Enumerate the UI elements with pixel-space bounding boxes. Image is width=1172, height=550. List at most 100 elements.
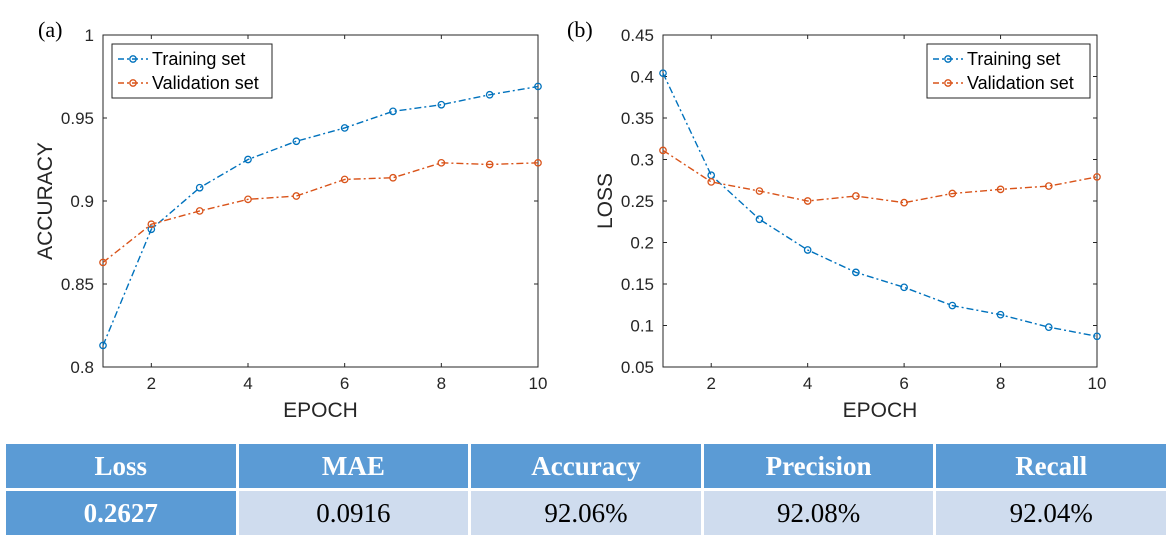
- metrics-table: Loss MAE Accuracy Precision Recall 0.262…: [3, 441, 1169, 538]
- legend-swatch-marker: [944, 79, 952, 87]
- data-point-validation: [707, 178, 716, 186]
- data-point-validation: [803, 197, 812, 205]
- data-point-validation: [99, 258, 107, 267]
- series-line-validation: [102, 162, 539, 263]
- data-point-validation: [948, 189, 957, 198]
- legend-swatch-marker: [944, 55, 952, 63]
- data-point-validation: [389, 173, 397, 182]
- header-recall: Recall: [936, 444, 1166, 488]
- x-tick-label: 6: [340, 374, 349, 393]
- data-point-training: [292, 137, 301, 146]
- value-accuracy: 92.06%: [471, 491, 701, 535]
- data-point-training: [534, 82, 542, 91]
- data-point-training: [485, 90, 494, 99]
- data-point-validation: [147, 220, 156, 229]
- x-axis-title: EPOCH: [283, 399, 358, 422]
- y-tick-label: 0.8: [70, 358, 94, 377]
- legend-swatch-marker: [129, 55, 137, 63]
- data-point-validation: [437, 158, 446, 167]
- chart-panel-a: 2 4 6 8 10 0.8 0.85 0.9 0.95 1 EPOCH ACCURACY (a) Tra…: [34, 17, 547, 422]
- y-tick-label: 0.85: [61, 275, 94, 294]
- data-point-validation: [292, 192, 301, 200]
- y-tick-label: 0.95: [61, 109, 94, 128]
- panel-label: (b): [567, 17, 593, 42]
- data-point-training: [244, 155, 252, 164]
- y-tick-label: 1: [85, 26, 94, 45]
- legend-label-training: Training set: [152, 49, 245, 69]
- x-tick-label: 2: [147, 374, 156, 393]
- data-point-training: [803, 246, 812, 254]
- header-accuracy: Accuracy: [471, 444, 701, 488]
- legend-label-validation: Validation set: [967, 73, 1074, 93]
- header-mae: MAE: [238, 444, 469, 488]
- data-point-training: [195, 183, 204, 192]
- data-point-training: [900, 283, 908, 292]
- data-point-training: [659, 69, 667, 78]
- legend: Training set Validation set: [111, 43, 273, 99]
- data-point-validation: [852, 192, 860, 200]
- value-loss: 0.2627: [6, 491, 236, 535]
- metrics-value-row: 0.2627 0.0916 92.06% 92.08% 92.04%: [6, 491, 1166, 535]
- y-tick-label: 0.4: [630, 68, 654, 87]
- data-point-training: [340, 124, 349, 132]
- data-point-validation: [996, 185, 1005, 194]
- data-point-training: [1044, 323, 1053, 332]
- chart-panel-b: 2 4 6 8 10 0.05 0.1 0.15 0.2 0.25 0.3 0.35 0.4 0.45 EP…: [567, 17, 1106, 422]
- data-point-validation: [340, 175, 349, 184]
- panel-label: (a): [38, 17, 62, 42]
- data-point-validation: [485, 160, 494, 169]
- data-point-training: [147, 225, 156, 234]
- y-tick-label: 0.9: [70, 192, 94, 211]
- header-precision: Precision: [703, 444, 934, 488]
- metrics-header-row: Loss MAE Accuracy Precision Recall: [6, 444, 1166, 488]
- data-point-training: [389, 107, 397, 116]
- x-axis-title: EPOCH: [843, 399, 918, 422]
- x-tick-label: 8: [437, 374, 446, 393]
- data-point-training: [437, 100, 446, 109]
- data-point-validation: [244, 195, 252, 204]
- y-tick-label: 0.15: [621, 275, 654, 294]
- data-point-validation: [534, 158, 542, 167]
- y-tick-label: 0.35: [621, 109, 654, 128]
- y-tick-label: 0.25: [621, 192, 654, 211]
- x-tick-label: 4: [803, 374, 812, 393]
- data-point-validation: [659, 146, 667, 155]
- x-tick-label: 10: [529, 374, 548, 393]
- data-point-training: [852, 268, 860, 277]
- y-axis-title: ACCURACY: [34, 142, 57, 260]
- series-line-validation: [662, 149, 1098, 204]
- y-tick-label: 0.3: [630, 151, 654, 170]
- value-mae: 0.0916: [238, 491, 469, 535]
- y-tick-label: 0.05: [621, 358, 654, 377]
- x-tick-label: 6: [899, 374, 908, 393]
- legend-box: [926, 43, 1091, 99]
- data-point-validation: [755, 187, 764, 195]
- data-point-training: [948, 301, 957, 310]
- data-point-training: [755, 215, 764, 224]
- legend-swatch-marker: [129, 79, 137, 87]
- legend-label-validation: Validation set: [152, 73, 259, 93]
- data-point-validation: [900, 198, 908, 207]
- y-tick-label: 0.1: [630, 317, 654, 336]
- data-point-training: [99, 341, 107, 350]
- value-recall: 92.04%: [936, 491, 1166, 535]
- x-tick-label: 10: [1088, 374, 1107, 393]
- series-line-training: [102, 85, 539, 346]
- data-point-training: [1093, 332, 1101, 341]
- x-tick-label: 4: [243, 374, 252, 393]
- y-tick-label: 0.45: [621, 26, 654, 45]
- data-point-training: [996, 310, 1005, 319]
- series-line-training: [662, 72, 1098, 337]
- x-tick-label: 2: [706, 374, 715, 393]
- data-point-validation: [195, 207, 204, 215]
- data-point-validation: [1093, 173, 1101, 181]
- legend-label-training: Training set: [967, 49, 1060, 69]
- data-point-validation: [1044, 182, 1053, 190]
- value-precision: 92.08%: [703, 491, 934, 535]
- legend-box: [111, 43, 273, 99]
- y-tick-label: 0.2: [630, 234, 654, 253]
- header-loss: Loss: [6, 444, 236, 488]
- charts-figure: 2 4 6 8 10 0.8 0.85 0.9 0.95 1 EPOCH ACCURACY (a) Tra…: [34, 17, 1106, 422]
- y-axis-title: LOSS: [594, 173, 617, 229]
- legend: Training set Validation set: [926, 43, 1091, 99]
